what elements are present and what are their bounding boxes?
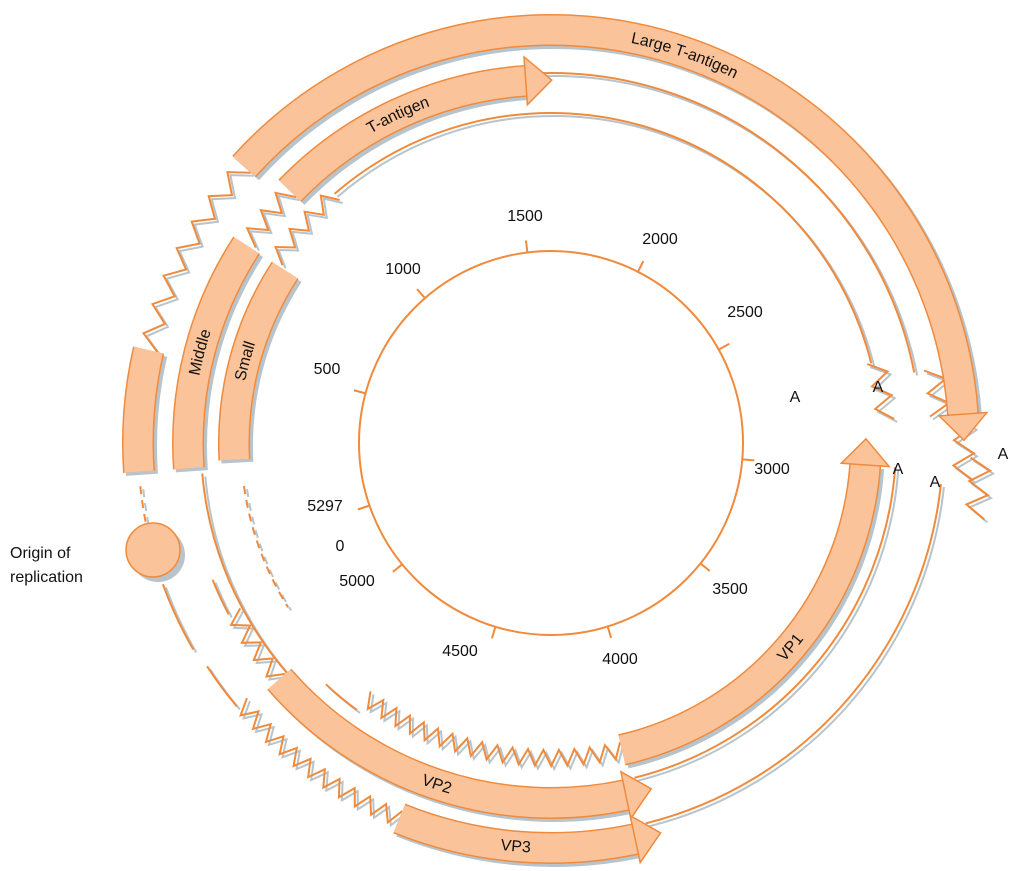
transcript-line: [325, 683, 358, 711]
transcript-line: [964, 456, 993, 521]
gene-band: [123, 346, 163, 473]
poly-a: A: [998, 446, 1009, 463]
transcript-line: [634, 467, 897, 779]
gene-bands: [122, 13, 989, 865]
scale-label: 4000: [602, 651, 638, 668]
gene-band: [173, 237, 259, 470]
poly-a: A: [873, 379, 884, 396]
transcript-line: [923, 369, 951, 418]
scale-tick: [524, 240, 529, 253]
line-shadow: [869, 366, 898, 423]
gene-band: [233, 15, 978, 416]
transcript-line: [141, 171, 251, 353]
poly-a: A: [790, 389, 801, 406]
gene-band: [268, 669, 629, 818]
arrow-head: [629, 814, 662, 865]
origin-of-replication: [125, 522, 181, 578]
scale-label: 500: [314, 361, 341, 378]
transcript-line: [333, 111, 873, 364]
scale-label: 4500: [442, 643, 478, 660]
gene-band: [618, 463, 880, 765]
scale-tick: [357, 504, 370, 511]
transcript-line: [243, 485, 289, 608]
transcript-line: [538, 71, 916, 373]
origin-line: replication: [10, 569, 83, 586]
line-shadow: [336, 114, 876, 367]
scale-tick: [637, 260, 645, 273]
genome-circle: [358, 250, 744, 636]
transcript-line: [366, 691, 622, 769]
scale-tick: [718, 342, 730, 351]
line-shadow: [648, 486, 945, 828]
scale-label: 3500: [712, 581, 748, 598]
scale-label: 5000: [339, 573, 375, 590]
arrow-head: [619, 770, 653, 821]
gene-band: [219, 262, 298, 461]
scale-tick: [392, 563, 403, 573]
transcript-line: [645, 483, 942, 825]
arrow-head: [523, 55, 553, 107]
poly-a: A: [893, 461, 904, 478]
transcript-line: [239, 697, 403, 825]
line-shadow: [242, 700, 406, 828]
transcript-line: [274, 194, 340, 266]
scale-label: 3000: [754, 461, 790, 478]
origin-label: Origin of replication: [10, 545, 83, 586]
line-shadow: [637, 470, 900, 782]
arrow-head: [839, 437, 891, 468]
line-shadow: [142, 489, 153, 540]
scale-tick: [490, 626, 497, 639]
line-shadow: [164, 586, 198, 653]
transcript-line: [161, 583, 195, 650]
gene-label-text: VP3: [500, 836, 532, 856]
transcript-line: [211, 579, 230, 615]
scale-tick: [699, 562, 711, 572]
scale-label: 2500: [727, 304, 763, 321]
scale-tick: [353, 389, 366, 395]
transcript-line: [866, 363, 895, 420]
scale-tick: [606, 626, 613, 639]
gene-band: [279, 66, 527, 201]
transcript-line: [245, 191, 297, 249]
scale-tick: [742, 458, 755, 462]
line-shadow: [277, 197, 343, 269]
line-shadow: [246, 488, 292, 611]
gene-label: VP3: [500, 836, 532, 856]
scale-tick: [416, 288, 426, 299]
gene-band: [393, 805, 639, 863]
scale-label: 2000: [642, 231, 678, 248]
line-shadow: [248, 194, 300, 252]
line-shadow: [232, 610, 289, 681]
transcript-line: [229, 607, 286, 678]
transcript-line: [206, 665, 238, 708]
scale-label: 1000: [385, 261, 421, 278]
scale-label: 5297: [307, 498, 343, 515]
scale-label: 1500: [507, 208, 543, 225]
origin-line: Origin of: [10, 545, 71, 562]
line-shadow: [926, 372, 954, 421]
scale-label: 0: [336, 538, 345, 555]
poly-a: A: [930, 474, 941, 491]
line-shadow: [214, 582, 233, 618]
transcript-line: [139, 486, 150, 537]
transcript-lines: [139, 71, 993, 825]
arrow-head: [937, 411, 989, 442]
